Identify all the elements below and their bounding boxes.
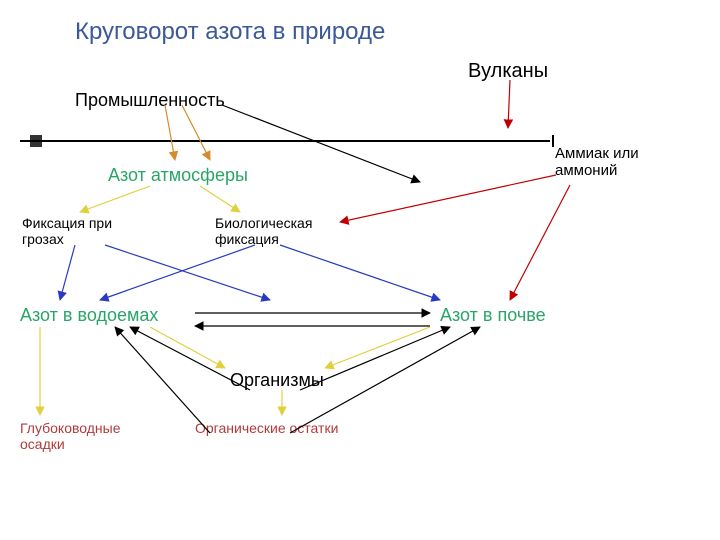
vertical-tick	[552, 135, 554, 147]
node-organic-remains: Органические остатки	[195, 420, 338, 436]
node-deep-sediments: Глубоководные осадки	[20, 420, 121, 452]
node-bio-fix: Биологическая фиксация	[215, 215, 312, 247]
arrows-layer	[0, 0, 720, 540]
node-water-nitrogen: Азот в водоемах	[20, 305, 158, 326]
node-soil-nitrogen: Азот в почве	[440, 305, 546, 326]
node-lightning: Фиксация при грозах	[22, 215, 112, 247]
node-volcanoes: Вулканы	[468, 60, 548, 83]
node-ammonia: Аммиак или аммоний	[555, 145, 639, 179]
diagram-title: Круговорот азота в природе	[75, 18, 385, 46]
horizontal-rule	[20, 140, 550, 142]
node-organisms: Организмы	[230, 370, 324, 391]
node-industry: Промышленность	[75, 90, 225, 111]
node-atm-nitrogen: Азот атмосферы	[108, 165, 248, 186]
